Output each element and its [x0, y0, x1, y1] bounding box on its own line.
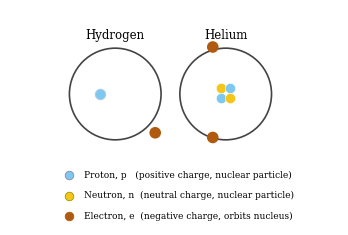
Point	[97, 92, 103, 96]
Text: Neutron, n  (neutral charge, nuclear particle): Neutron, n (neutral charge, nuclear part…	[84, 191, 293, 200]
Point	[66, 194, 72, 198]
Text: Electron, e  (negative charge, orbits nucleus): Electron, e (negative charge, orbits nuc…	[84, 212, 292, 221]
Text: Proton, p   (positive charge, nuclear particle): Proton, p (positive charge, nuclear part…	[84, 171, 291, 180]
Text: Hydrogen: Hydrogen	[86, 29, 145, 42]
Point	[228, 86, 233, 90]
Point	[210, 45, 215, 49]
Point	[228, 96, 233, 100]
Point	[218, 86, 224, 90]
Text: Helium: Helium	[204, 29, 247, 42]
Point	[66, 173, 72, 177]
Point	[218, 96, 224, 100]
Point	[66, 215, 72, 218]
Point	[152, 131, 158, 135]
Point	[210, 136, 215, 139]
